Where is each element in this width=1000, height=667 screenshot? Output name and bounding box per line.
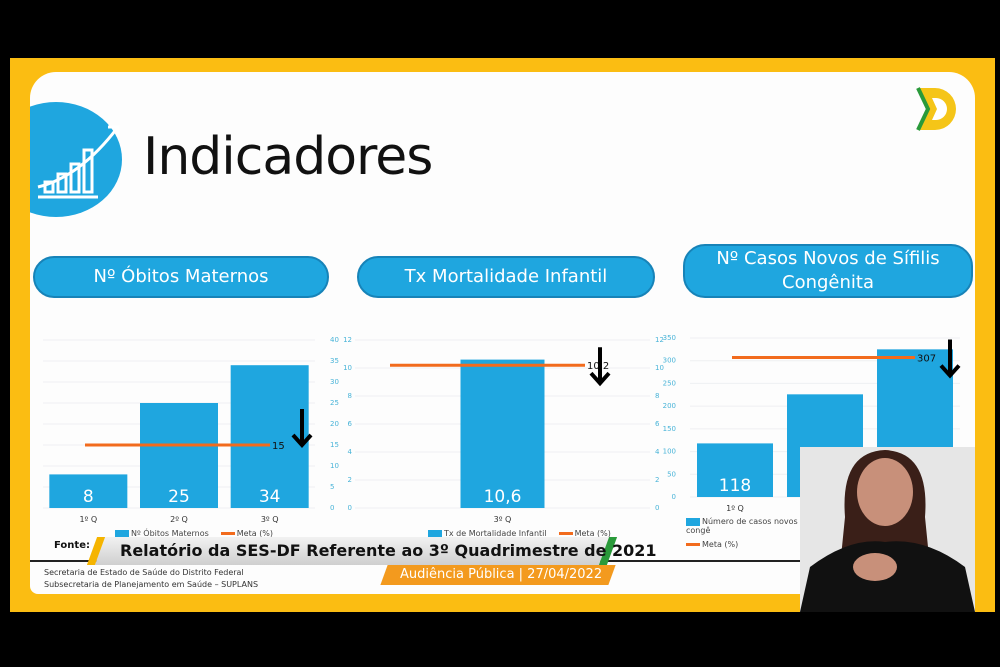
sign-language-interpreter-video [800,447,975,612]
y-tick-label: 0 [655,504,659,512]
legend-obitos: Nº Óbitos Maternos Meta (%) [115,529,273,538]
org-line: Subsecretaria de Planejamento em Saúde –… [44,580,259,589]
organization-text: Secretaria de Estado de Saúde do Distrit… [44,567,258,591]
bar-value-label: 8 [83,487,94,507]
y-tick-label: 12 [343,336,352,344]
x-tick-label: 1º Q [726,504,744,513]
y-tick-label: 2 [655,476,659,484]
bar [697,443,773,497]
bar-value-label: 34 [259,487,281,507]
y-tick-label: 4 [655,448,660,456]
x-tick-label: 2º Q [170,515,188,524]
legend-bar-label: Número de casos novos de sífilis congê [686,517,833,535]
x-tick-label: 3º Q [494,515,512,524]
meta-value-label: 15 [272,441,285,452]
legend-swatch-bar [428,529,442,538]
bar-value-label: 10,6 [484,487,522,507]
legend-swatch-meta [558,532,573,535]
legend-meta-label: Meta (%) [702,540,739,549]
y-tick-label: 5 [330,483,334,491]
legend-meta-label: Meta (%) [236,529,274,538]
y-tick-label: 100 [663,448,676,456]
bar [49,474,128,508]
bar-value-label: 25 [168,487,190,507]
y-tick-label: 300 [663,357,676,365]
y-tick-label: 8 [655,392,659,400]
y-tick-label: 250 [663,379,676,387]
x-tick-label: 1º Q [79,515,97,524]
y-tick-label: 2 [348,476,352,484]
y-tick-label: 40 [330,336,339,344]
y-tick-label: 200 [663,402,676,410]
y-tick-label: 25 [330,399,339,407]
pill-mortalidade-infantil: Tx Mortalidade Infantil [357,256,655,298]
broadcast-title: Relatório da SES-DF Referente ao 3º Quad… [120,541,657,560]
legend-meta-label: Meta (%) [574,529,611,538]
legend-swatch-bar [115,529,129,538]
logo-d-icon [910,84,960,138]
legend-bar-label: Nº Óbitos Maternos [131,529,209,538]
growth-chart-icon [30,102,122,217]
y-tick-label: 6 [655,420,660,428]
down-arrow-icon [939,339,961,379]
broadcast-subtitle: Audiência Pública | 27/04/2022 [400,567,603,582]
y-tick-label: 35 [330,357,339,365]
y-tick-label: 6 [348,420,353,428]
legend-mortalidade: Tx de Mortalidade Infantil Meta (%) [428,529,611,538]
pill-obitos-maternos: Nº Óbitos Maternos [33,256,329,298]
source-label: Fonte: [54,540,90,551]
y-tick-label: 350 [663,334,676,342]
y-tick-label: 0 [330,504,334,512]
y-tick-label: 150 [663,425,676,433]
bar-value-label: 118 [719,476,751,496]
y-tick-label: 10 [655,364,664,372]
legend-swatch-meta [220,532,235,535]
y-tick-label: 20 [330,420,339,428]
legend-bar-label: Tx de Mortalidade Infantil [444,529,547,538]
y-tick-label: 10 [330,462,339,470]
y-tick-label: 12 [655,336,664,344]
y-tick-label: 10 [343,364,352,372]
y-tick-label: 0 [672,493,676,501]
down-arrow-icon [291,409,313,448]
slide: Indicadores Nº Óbitos Maternos Tx Mortal… [30,72,975,594]
down-arrow-icon [589,347,611,387]
y-tick-label: 15 [330,441,339,449]
legend-swatch-bar [686,517,700,526]
y-tick-label: 8 [348,392,352,400]
y-tick-label: 4 [348,448,353,456]
y-tick-label: 30 [330,378,339,386]
x-tick-label: 3º Q [261,515,279,524]
page-title: Indicadores [143,127,433,187]
bar [140,403,218,508]
pill-sifilis-congenita: Nº Casos Novos de Sífilis Congênita [683,244,973,298]
meta-value-label: 307 [917,354,936,365]
bar [460,359,545,508]
y-tick-label: 0 [348,504,352,512]
legend-swatch-meta [686,543,700,546]
y-tick-label: 50 [667,470,676,478]
org-line: Secretaria de Estado de Saúde do Distrit… [44,568,244,577]
